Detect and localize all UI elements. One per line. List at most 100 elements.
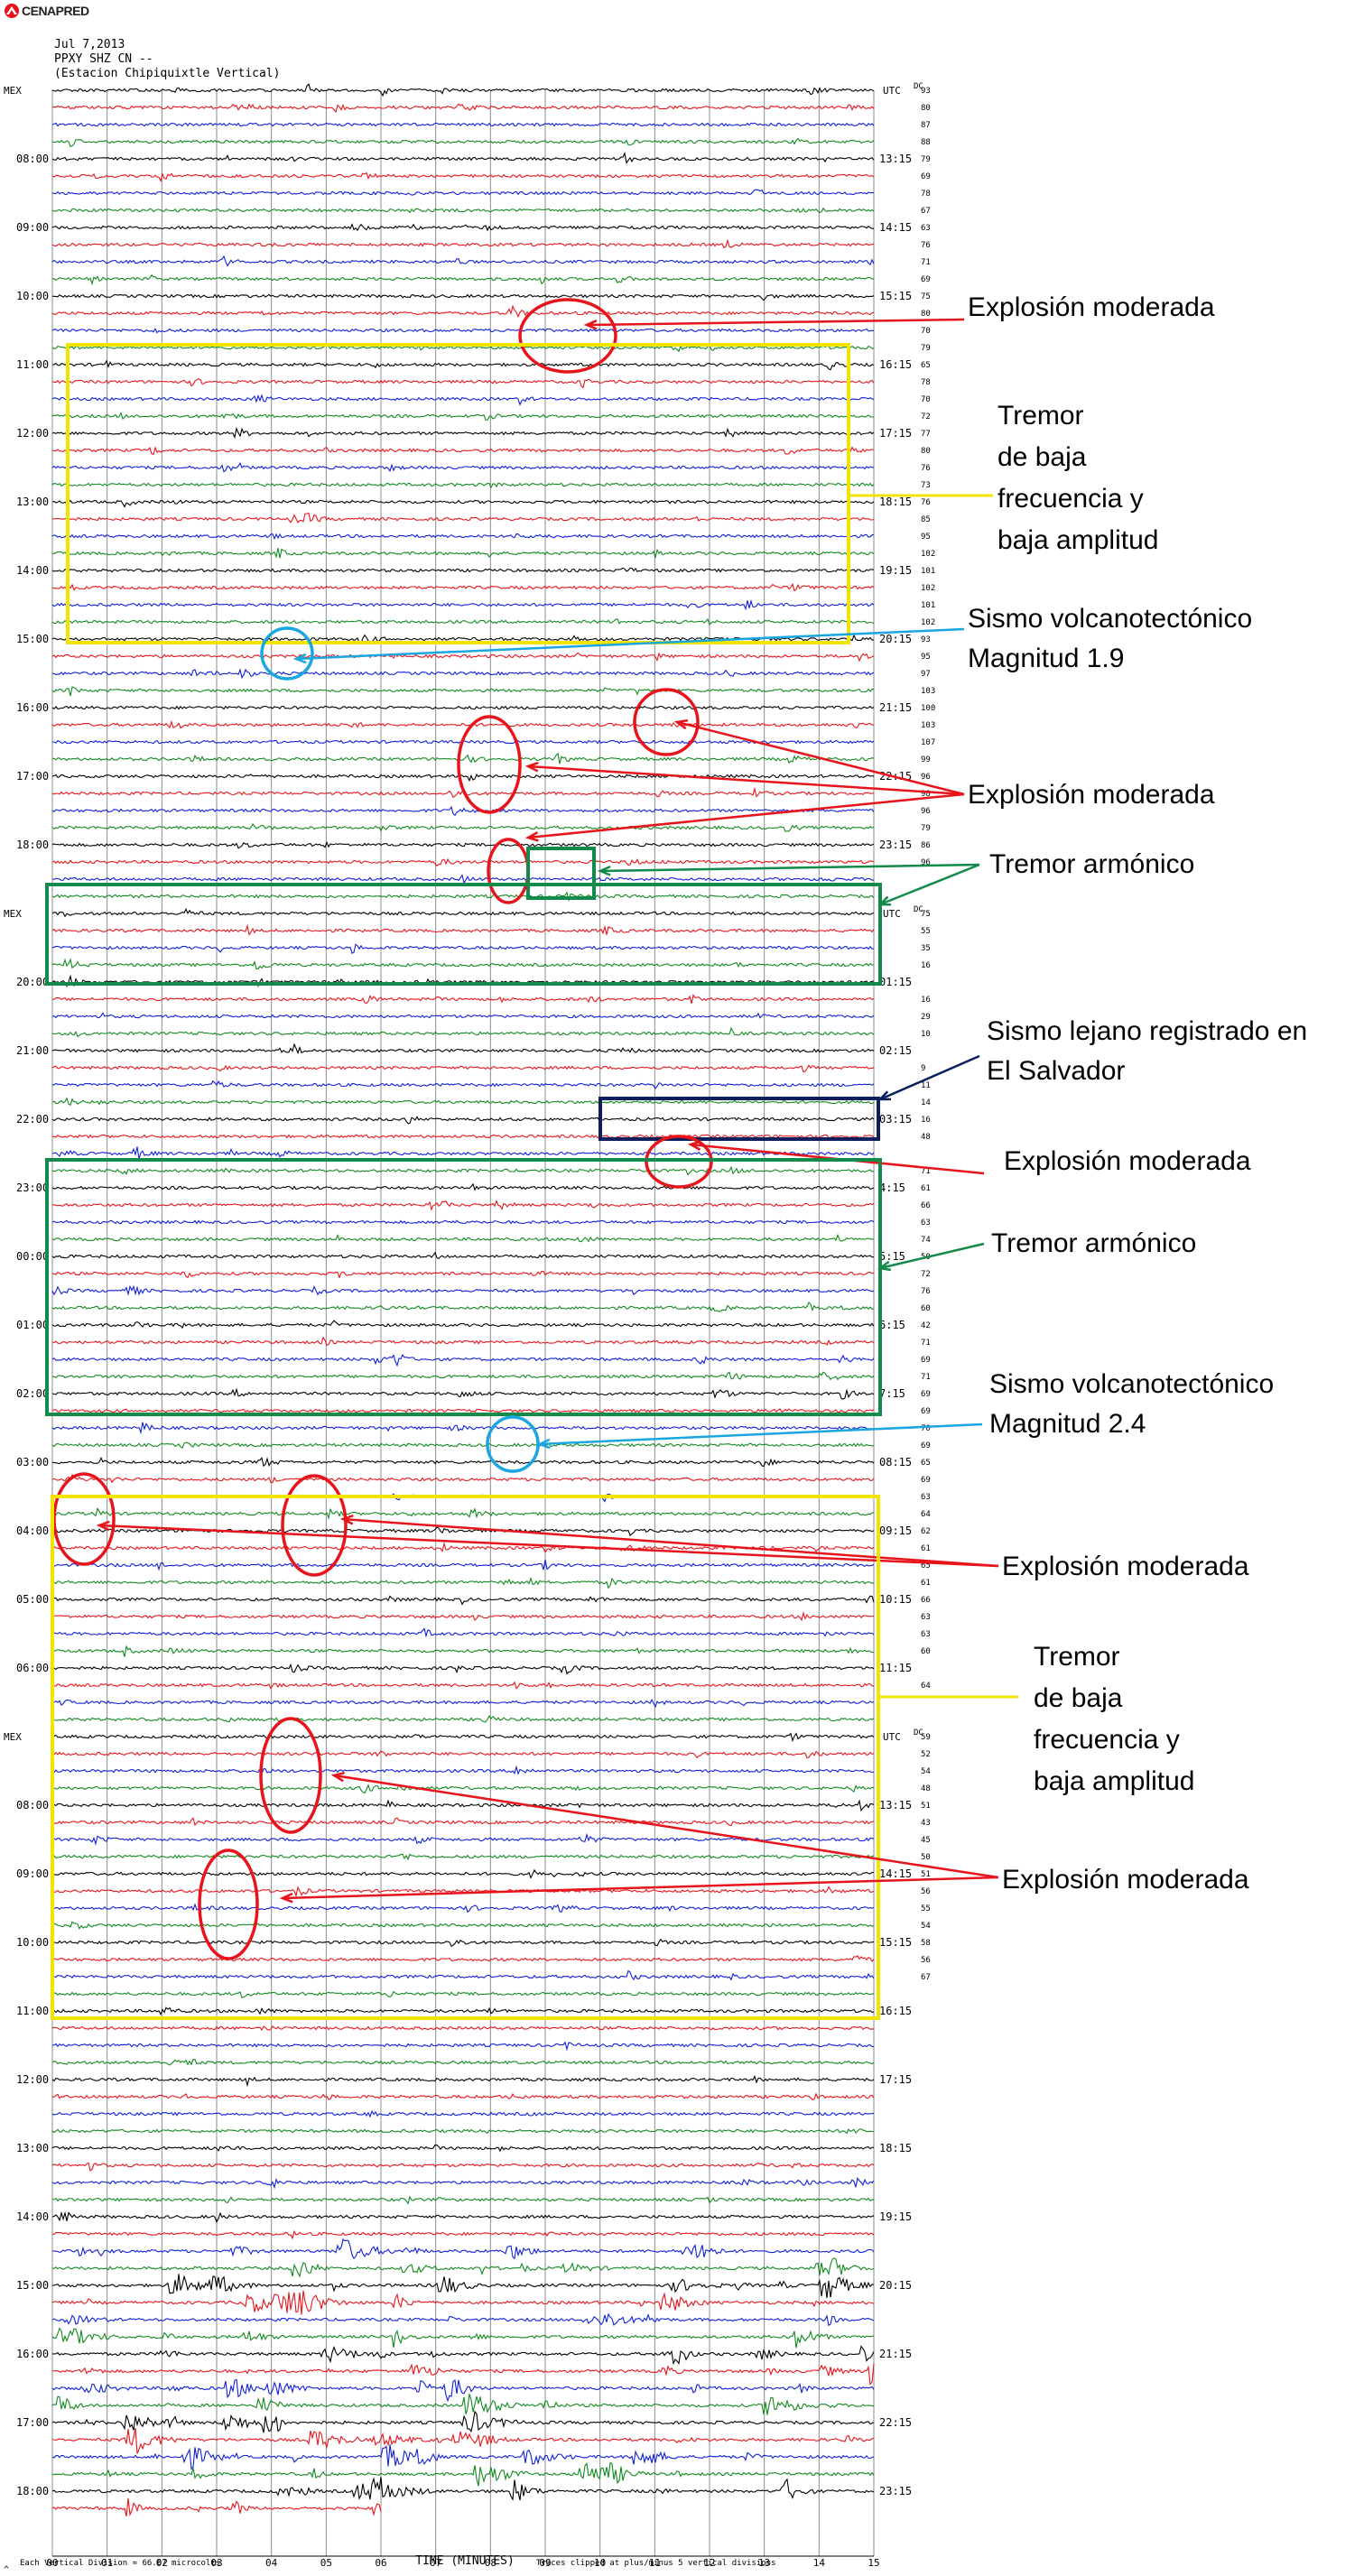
explosion-circle xyxy=(487,838,530,904)
hour-label-mex: 09:00 xyxy=(16,1867,49,1880)
dc-offset-label: 10 xyxy=(921,1030,931,1039)
hour-label-utc: 14:15 xyxy=(879,221,912,234)
annotation-arrow-head xyxy=(877,1260,892,1272)
hour-label-mex: 14:00 xyxy=(16,2210,49,2223)
seismic-trace xyxy=(51,840,875,849)
dc-offset-label: 73 xyxy=(921,481,931,490)
hour-label-utc: 18:15 xyxy=(879,2142,912,2154)
dc-offset-label: 97 xyxy=(921,670,931,679)
dc-offset-label: 16 xyxy=(921,961,931,970)
dc-offset-label: 80 xyxy=(921,310,931,319)
seismic-trace xyxy=(51,1134,875,1139)
harmonic-small-box xyxy=(526,847,596,900)
seismic-trace xyxy=(51,426,875,440)
dc-offset-label: 79 xyxy=(921,155,931,164)
cenapred-logo-icon xyxy=(5,4,19,18)
seismic-trace xyxy=(51,2274,875,2299)
dc-offset-label: 52 xyxy=(921,1750,931,1759)
dc-header: DC xyxy=(914,1728,923,1737)
seismic-trace xyxy=(51,1422,875,1435)
hour-label-mex: 23:00 xyxy=(16,1181,49,1194)
seismic-trace xyxy=(51,1251,875,1260)
annotation-label-line: Tremor xyxy=(1034,1642,1120,1672)
dc-offset-label: 61 xyxy=(921,1184,931,1193)
seismic-trace xyxy=(51,1954,875,1962)
hour-label-utc: 17:15 xyxy=(879,427,912,440)
seismic-trace xyxy=(51,2290,875,2315)
dc-header: DC xyxy=(914,905,923,914)
seismic-trace xyxy=(51,152,875,164)
annotation-arrow-head xyxy=(524,831,539,842)
seismic-trace xyxy=(51,1559,875,1571)
hour-label-mex: 13:00 xyxy=(16,496,49,508)
seismic-trace xyxy=(51,719,875,729)
annotation-label-line: Sismo volcanotectónico xyxy=(989,1369,1274,1399)
dc-offset-label: 16 xyxy=(921,1116,931,1125)
seismic-trace xyxy=(51,2345,875,2366)
annotation-label-line: Magnitud 2.4 xyxy=(989,1409,1146,1439)
dc-offset-label: 103 xyxy=(921,687,935,696)
dc-offset-label: 65 xyxy=(921,361,931,370)
seismic-trace xyxy=(51,1270,875,1279)
seismic-trace xyxy=(51,412,875,421)
hour-label-utc: 08:15 xyxy=(879,1456,912,1469)
hour-label-utc: 16:15 xyxy=(879,358,912,371)
annotation-arrow xyxy=(879,1054,980,1101)
dc-offset-label: 48 xyxy=(921,1133,931,1142)
hour-label-mex: 14:00 xyxy=(16,564,49,577)
x-tick-label: 12 xyxy=(703,2557,715,2569)
dc-offset-label: 51 xyxy=(921,1870,931,1879)
annotation-label-line: Explosión moderada xyxy=(1002,1552,1249,1581)
explosion-circle xyxy=(457,715,522,814)
annotation-tremor-1: Tremor de baja frecuencia y baja amplitud xyxy=(997,401,1158,555)
logo-text: CENAPRED xyxy=(22,4,89,18)
dc-offset-label: 42 xyxy=(921,1321,931,1330)
seismic-trace xyxy=(51,994,875,1005)
seismic-trace xyxy=(51,1886,875,1897)
seismic-trace xyxy=(51,1371,875,1381)
annotation-arrow xyxy=(342,1517,999,1568)
hour-label-utc: 20:15 xyxy=(879,2279,912,2292)
footer-clip-note: Traces clipped at plus/minus 5 vertical … xyxy=(536,2559,776,2568)
annotation-label-line: baja amplitud xyxy=(1034,1766,1194,1796)
hour-label-mex: 11:00 xyxy=(16,358,49,371)
annotation-arrow-head xyxy=(877,895,892,906)
hour-label-mex: 09:00 xyxy=(16,221,49,234)
seismic-trace xyxy=(51,359,875,371)
hour-label-utc: 10:15 xyxy=(879,1593,912,1606)
seismic-trace xyxy=(51,907,875,918)
explosion-circle xyxy=(52,1472,116,1566)
annotation-explosion-4: Explosión moderada xyxy=(1002,1552,1249,1581)
hour-label-utc: 21:15 xyxy=(879,2348,912,2360)
x-tick-label: 06 xyxy=(375,2557,386,2569)
seismic-trace xyxy=(51,1627,875,1638)
hour-label-mex: 16:00 xyxy=(16,701,49,714)
dc-offset-label: 63 xyxy=(921,1493,931,1502)
annotation-label-line: de baja xyxy=(997,442,1087,472)
seismic-trace xyxy=(51,2162,875,2172)
dc-offset-label: 96 xyxy=(921,858,931,867)
dc-offset-label: 69 xyxy=(921,1356,931,1365)
seismic-trace xyxy=(51,822,875,832)
seismic-trace xyxy=(51,103,875,114)
right-time-header: UTC xyxy=(883,1731,901,1743)
hour-label-utc: 22:15 xyxy=(879,2416,912,2429)
seismic-trace xyxy=(51,2444,875,2470)
dc-offset-label: 66 xyxy=(921,1201,931,1210)
hour-label-utc: 11:15 xyxy=(879,1662,912,1674)
seismic-trace xyxy=(51,2075,875,2088)
annotation-arrow xyxy=(333,1774,999,1879)
dc-offset-label: 63 xyxy=(921,1630,931,1639)
hour-label-mex: 06:00 xyxy=(16,1662,49,1674)
annotation-arrow-head xyxy=(279,1892,293,1904)
annotation-distant-quake: Sismo lejano registrado en El Salvador xyxy=(987,1016,1307,1086)
hour-label-mex: 22:00 xyxy=(16,1113,49,1126)
seismic-trace xyxy=(51,2127,874,2135)
seismic-trace xyxy=(51,2238,875,2260)
right-time-header: UTC xyxy=(883,85,901,97)
hour-label-utc: 14:15 xyxy=(879,1867,912,1880)
distant-quake-box xyxy=(598,1097,880,1141)
seismic-trace xyxy=(51,1681,875,1690)
seismic-trace xyxy=(51,499,875,508)
label-layer: 00 01 02 03 04 05 06 07 08 09 10 11 12 13 14 15 MEX UTC DC… xyxy=(4,82,935,2569)
